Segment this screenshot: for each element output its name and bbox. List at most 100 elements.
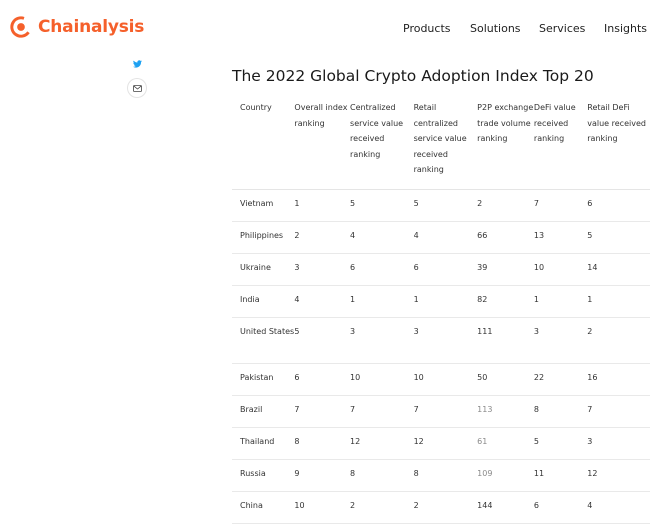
cell-value: 1 (350, 285, 414, 318)
cell-value: 12 (587, 459, 650, 492)
cell-value: 11 (533, 459, 588, 492)
cell-value: 66 (477, 221, 534, 254)
cell-value: 4 (350, 221, 414, 254)
cell-value: 39 (477, 253, 534, 286)
table-row: Vietnam 1 5 5 2 7 6 (232, 189, 650, 222)
nav-insights[interactable]: Insights (604, 22, 648, 35)
table-row: Russia 9 8 8 109 11 12 (232, 459, 650, 492)
cell-value: 10 (413, 363, 478, 396)
cell-country: Philippines (232, 221, 295, 254)
cell-value: 113 (477, 395, 534, 428)
cell-value: 3 (294, 253, 351, 286)
cell-country: Russia (232, 459, 295, 492)
cell-value: 10 (350, 363, 414, 396)
nav-products[interactable]: Products (403, 22, 451, 35)
nav-services[interactable]: Services (539, 22, 586, 35)
cell-value: 1 (587, 285, 650, 318)
cell-value: 1 (413, 285, 478, 318)
header-defi-ranking: DeFi value received ranking (533, 96, 588, 190)
twitter-icon (132, 60, 142, 68)
table-row: Pakistan 6 10 10 50 22 16 (232, 363, 650, 396)
cell-value: 8 (350, 459, 414, 492)
cell-value: 5 (413, 189, 478, 222)
cell-value: 50 (477, 363, 534, 396)
cell-value: 109 (477, 459, 534, 492)
cell-value: 7 (350, 395, 414, 428)
cell-country: Ukraine (232, 253, 295, 286)
cell-value: 8 (533, 395, 588, 428)
chainalysis-logo[interactable]: Chainalysis (10, 16, 144, 38)
cell-country: Vietnam (232, 189, 295, 222)
table-row: Thailand 8 12 12 61 5 3 (232, 427, 650, 460)
cell-country: Pakistan (232, 363, 295, 396)
logo-text: Chainalysis (38, 17, 145, 37)
cell-value: 1 (533, 285, 588, 318)
table-row: India 4 1 1 82 1 1 (232, 285, 650, 318)
cell-value: 7 (294, 395, 351, 428)
cell-value: 2 (294, 221, 351, 254)
cell-value: 7 (413, 395, 478, 428)
cell-value: 3 (587, 427, 650, 460)
table-header-row: Country Overall index ranking Centralize… (232, 96, 650, 190)
table-row: Brazil 7 7 7 113 8 7 (232, 395, 650, 428)
article-title: The 2022 Global Crypto Adoption Index To… (232, 67, 594, 85)
header-p2p-ranking: P2P exchange trade volume ranking (477, 96, 534, 190)
cell-value: 10 (294, 491, 351, 524)
cell-value: 1 (294, 189, 351, 222)
cell-value: 12 (413, 427, 478, 460)
cell-value: 3 (350, 317, 414, 364)
cell-value: 4 (587, 491, 650, 524)
cell-value: 13 (533, 221, 588, 254)
cell-value: 22 (533, 363, 588, 396)
cell-value: 8 (294, 427, 351, 460)
cell-value: 144 (477, 491, 534, 524)
cell-value: 82 (477, 285, 534, 318)
cell-value: 2 (477, 189, 534, 222)
twitter-share-button[interactable] (128, 55, 146, 73)
table-row: Ukraine 3 6 6 39 10 14 (232, 253, 650, 286)
cell-country: Brazil (232, 395, 295, 428)
cell-value: 7 (587, 395, 650, 428)
header-retail-centralized-ranking: Retail centralized service value receive… (413, 96, 478, 190)
cell-value: 2 (413, 491, 478, 524)
cell-country: Thailand (232, 427, 295, 460)
site-header: Chainalysis Products Solutions Services … (0, 0, 650, 56)
table-row: Philippines 2 4 4 66 13 5 (232, 221, 650, 254)
email-icon (132, 84, 142, 92)
cell-value: 16 (587, 363, 650, 396)
header-overall-ranking: Overall index ranking (294, 96, 351, 190)
cell-value: 7 (533, 189, 588, 222)
cell-value: 12 (350, 427, 414, 460)
cell-value: 6 (413, 253, 478, 286)
cell-value: 4 (413, 221, 478, 254)
cell-value: 5 (294, 317, 351, 364)
cell-value: 5 (587, 221, 650, 254)
table-row: China 10 2 2 144 6 4 (232, 491, 650, 524)
cell-value: 14 (587, 253, 650, 286)
cell-value: 6 (533, 491, 588, 524)
email-share-button[interactable] (128, 79, 146, 97)
cell-value: 5 (350, 189, 414, 222)
adoption-index-table: Country Overall index ranking Centralize… (232, 96, 650, 524)
cell-value: 2 (350, 491, 414, 524)
header-centralized-ranking: Centralized service value received ranki… (350, 96, 414, 190)
cell-value: 3 (533, 317, 588, 364)
cell-value: 5 (533, 427, 588, 460)
nav-solutions[interactable]: Solutions (470, 22, 521, 35)
cell-value: 2 (587, 317, 650, 364)
cell-value: 10 (533, 253, 588, 286)
cell-country: United States (232, 317, 295, 364)
cell-value: 6 (294, 363, 351, 396)
table-row: United States 5 3 3 111 3 2 (232, 317, 650, 364)
cell-value: 6 (350, 253, 414, 286)
cell-value: 9 (294, 459, 351, 492)
cell-country: India (232, 285, 295, 318)
header-retail-defi-ranking: Retail DeFi value received ranking (587, 96, 650, 190)
header-country: Country (232, 96, 295, 190)
chainalysis-logo-icon (10, 16, 32, 38)
cell-value: 3 (413, 317, 478, 364)
cell-value: 61 (477, 427, 534, 460)
cell-value: 111 (477, 317, 534, 364)
cell-country: China (232, 491, 295, 524)
cell-value: 8 (413, 459, 478, 492)
